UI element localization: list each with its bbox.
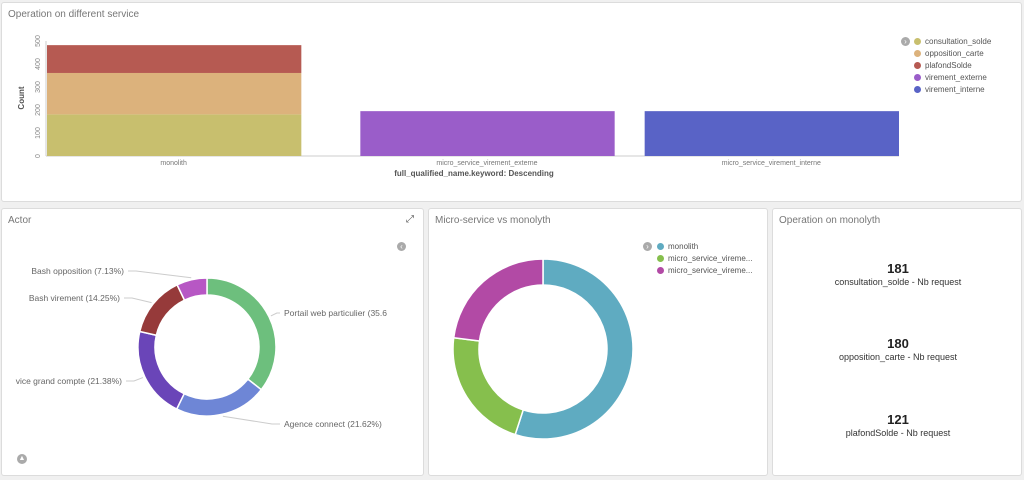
- x-tick-label: micro_service_virement_externe: [436, 160, 537, 167]
- panel-title: Operation on different service: [8, 9, 140, 20]
- metric-opposition-carte: 180 opposition_carte - Nb request: [773, 336, 1021, 362]
- bar-segment[interactable]: [47, 114, 302, 156]
- monolyth-metrics-panel: Operation on monolyth 181 consultation_s…: [772, 208, 1022, 476]
- legend-dot: [657, 266, 664, 274]
- slice-label: Bash virement (14.25%): [29, 293, 120, 303]
- micro-donut-chart: [452, 258, 634, 440]
- x-tick-label: micro_service_virement_interne: [722, 160, 821, 167]
- legend-dot: [914, 37, 921, 45]
- donut-slice[interactable]: [176, 277, 208, 302]
- slice-callout-line: [124, 297, 152, 304]
- metric-label: opposition_carte - Nb request: [838, 352, 958, 362]
- legend-toggle-icon[interactable]: ‹: [397, 242, 406, 251]
- expand-icon[interactable]: ⤢: [406, 214, 414, 225]
- donut-slice[interactable]: [138, 283, 186, 337]
- actor-donut-chart: Portail web particulier (35.6 Agence conn…: [16, 266, 388, 429]
- legend-dot: [914, 73, 921, 81]
- metric-consultation-solde: 181 consultation_solde - Nb request: [773, 261, 1021, 287]
- legend-item[interactable]: virement_externe: [914, 71, 991, 83]
- y-tick-label: 200: [35, 104, 42, 116]
- legend-label: virement_interne: [925, 84, 985, 94]
- y-tick-label: 500: [35, 35, 42, 47]
- y-tick-label: 0: [35, 154, 42, 158]
- metric-value: 121: [887, 412, 909, 427]
- legend-toggle-icon[interactable]: ›: [643, 242, 652, 251]
- micro-legend: monolith micro_service_vireme... micro_ser…: [657, 240, 752, 276]
- service-operations-panel: Operation on different service 0 100 200 30…: [1, 2, 1022, 202]
- legend-item[interactable]: consultation_solde: [914, 35, 991, 47]
- legend-label: monolith: [668, 241, 699, 251]
- slice-callout-line: [222, 415, 280, 425]
- legend-label: plafondSolde: [925, 60, 972, 70]
- panel-title: Micro-service vs monolyth: [435, 215, 551, 226]
- donut-slice[interactable]: [514, 258, 634, 440]
- legend-dot: [914, 85, 921, 93]
- bar-segment[interactable]: [47, 72, 302, 115]
- slice-label: Bash opposition (7.13%): [31, 266, 124, 276]
- legend-label: micro_service_vireme...: [668, 253, 753, 263]
- legend-item[interactable]: micro_service_vireme...: [657, 264, 752, 276]
- metric-value: 180: [887, 336, 909, 351]
- legend-item[interactable]: plafondSolde: [914, 59, 991, 71]
- y-axis-label: Count: [17, 86, 26, 109]
- slice-callout-line: [270, 312, 280, 317]
- panel-title: Actor: [8, 215, 32, 226]
- donut-slice[interactable]: [452, 336, 525, 436]
- service-bar-chart: 0 100 200 300 400 500 Count monolith micro_servi…: [17, 35, 899, 178]
- bar-segment[interactable]: [644, 111, 899, 156]
- legend-dot: [914, 49, 921, 57]
- metric-plafond-solde: 121 plafondSolde - Nb request: [773, 412, 1021, 438]
- slice-label: Portail web particulier (35.6: [284, 308, 387, 318]
- legend-item[interactable]: micro_service_vireme...: [657, 252, 752, 264]
- x-axis-label: full_qualified_name.keyword: Descending: [394, 169, 554, 178]
- y-tick-label: 400: [35, 58, 42, 70]
- legend-dot: [914, 61, 921, 69]
- bar-segment[interactable]: [47, 45, 302, 73]
- chevron-up-icon[interactable]: ▲: [17, 454, 27, 464]
- donut-slice[interactable]: [206, 277, 277, 391]
- y-tick-label: 300: [35, 81, 42, 93]
- y-tick-label: 100: [35, 127, 42, 139]
- metric-value: 181: [887, 261, 909, 276]
- legend-toggle-icon[interactable]: ›: [901, 37, 910, 46]
- x-tick-label: monolith: [160, 160, 187, 167]
- donut-slice[interactable]: [137, 330, 186, 411]
- legend-label: opposition_carte: [925, 48, 984, 58]
- slice-label: Agence connect (21.62%): [284, 419, 382, 429]
- slice-label: vice grand compte (21.38%): [16, 376, 122, 386]
- donut-slice[interactable]: [175, 378, 263, 417]
- micro-vs-monolyth-panel: Micro-service vs monolyth › monolith micr…: [428, 208, 768, 476]
- legend-label: consultation_solde: [925, 36, 992, 46]
- legend-item[interactable]: monolith: [657, 240, 752, 252]
- bar-segment[interactable]: [360, 111, 615, 156]
- panel-title: Operation on monolyth: [779, 215, 881, 226]
- legend-item[interactable]: opposition_carte: [914, 47, 991, 59]
- slice-callout-line: [126, 377, 144, 382]
- slice-callout-line: [128, 270, 192, 279]
- donut-slice[interactable]: [452, 258, 544, 342]
- legend-item[interactable]: virement_interne: [914, 83, 991, 95]
- legend-label: virement_externe: [925, 72, 987, 82]
- metric-label: plafondSolde - Nb request: [845, 428, 951, 438]
- legend-dot: [657, 254, 664, 262]
- legend-label: micro_service_vireme...: [668, 265, 753, 275]
- legend-dot: [657, 242, 664, 250]
- actor-panel: Actor ⤢ ‹ Portail web particulier (35.6 A…: [1, 208, 424, 476]
- metric-label: consultation_solde - Nb request: [834, 277, 962, 287]
